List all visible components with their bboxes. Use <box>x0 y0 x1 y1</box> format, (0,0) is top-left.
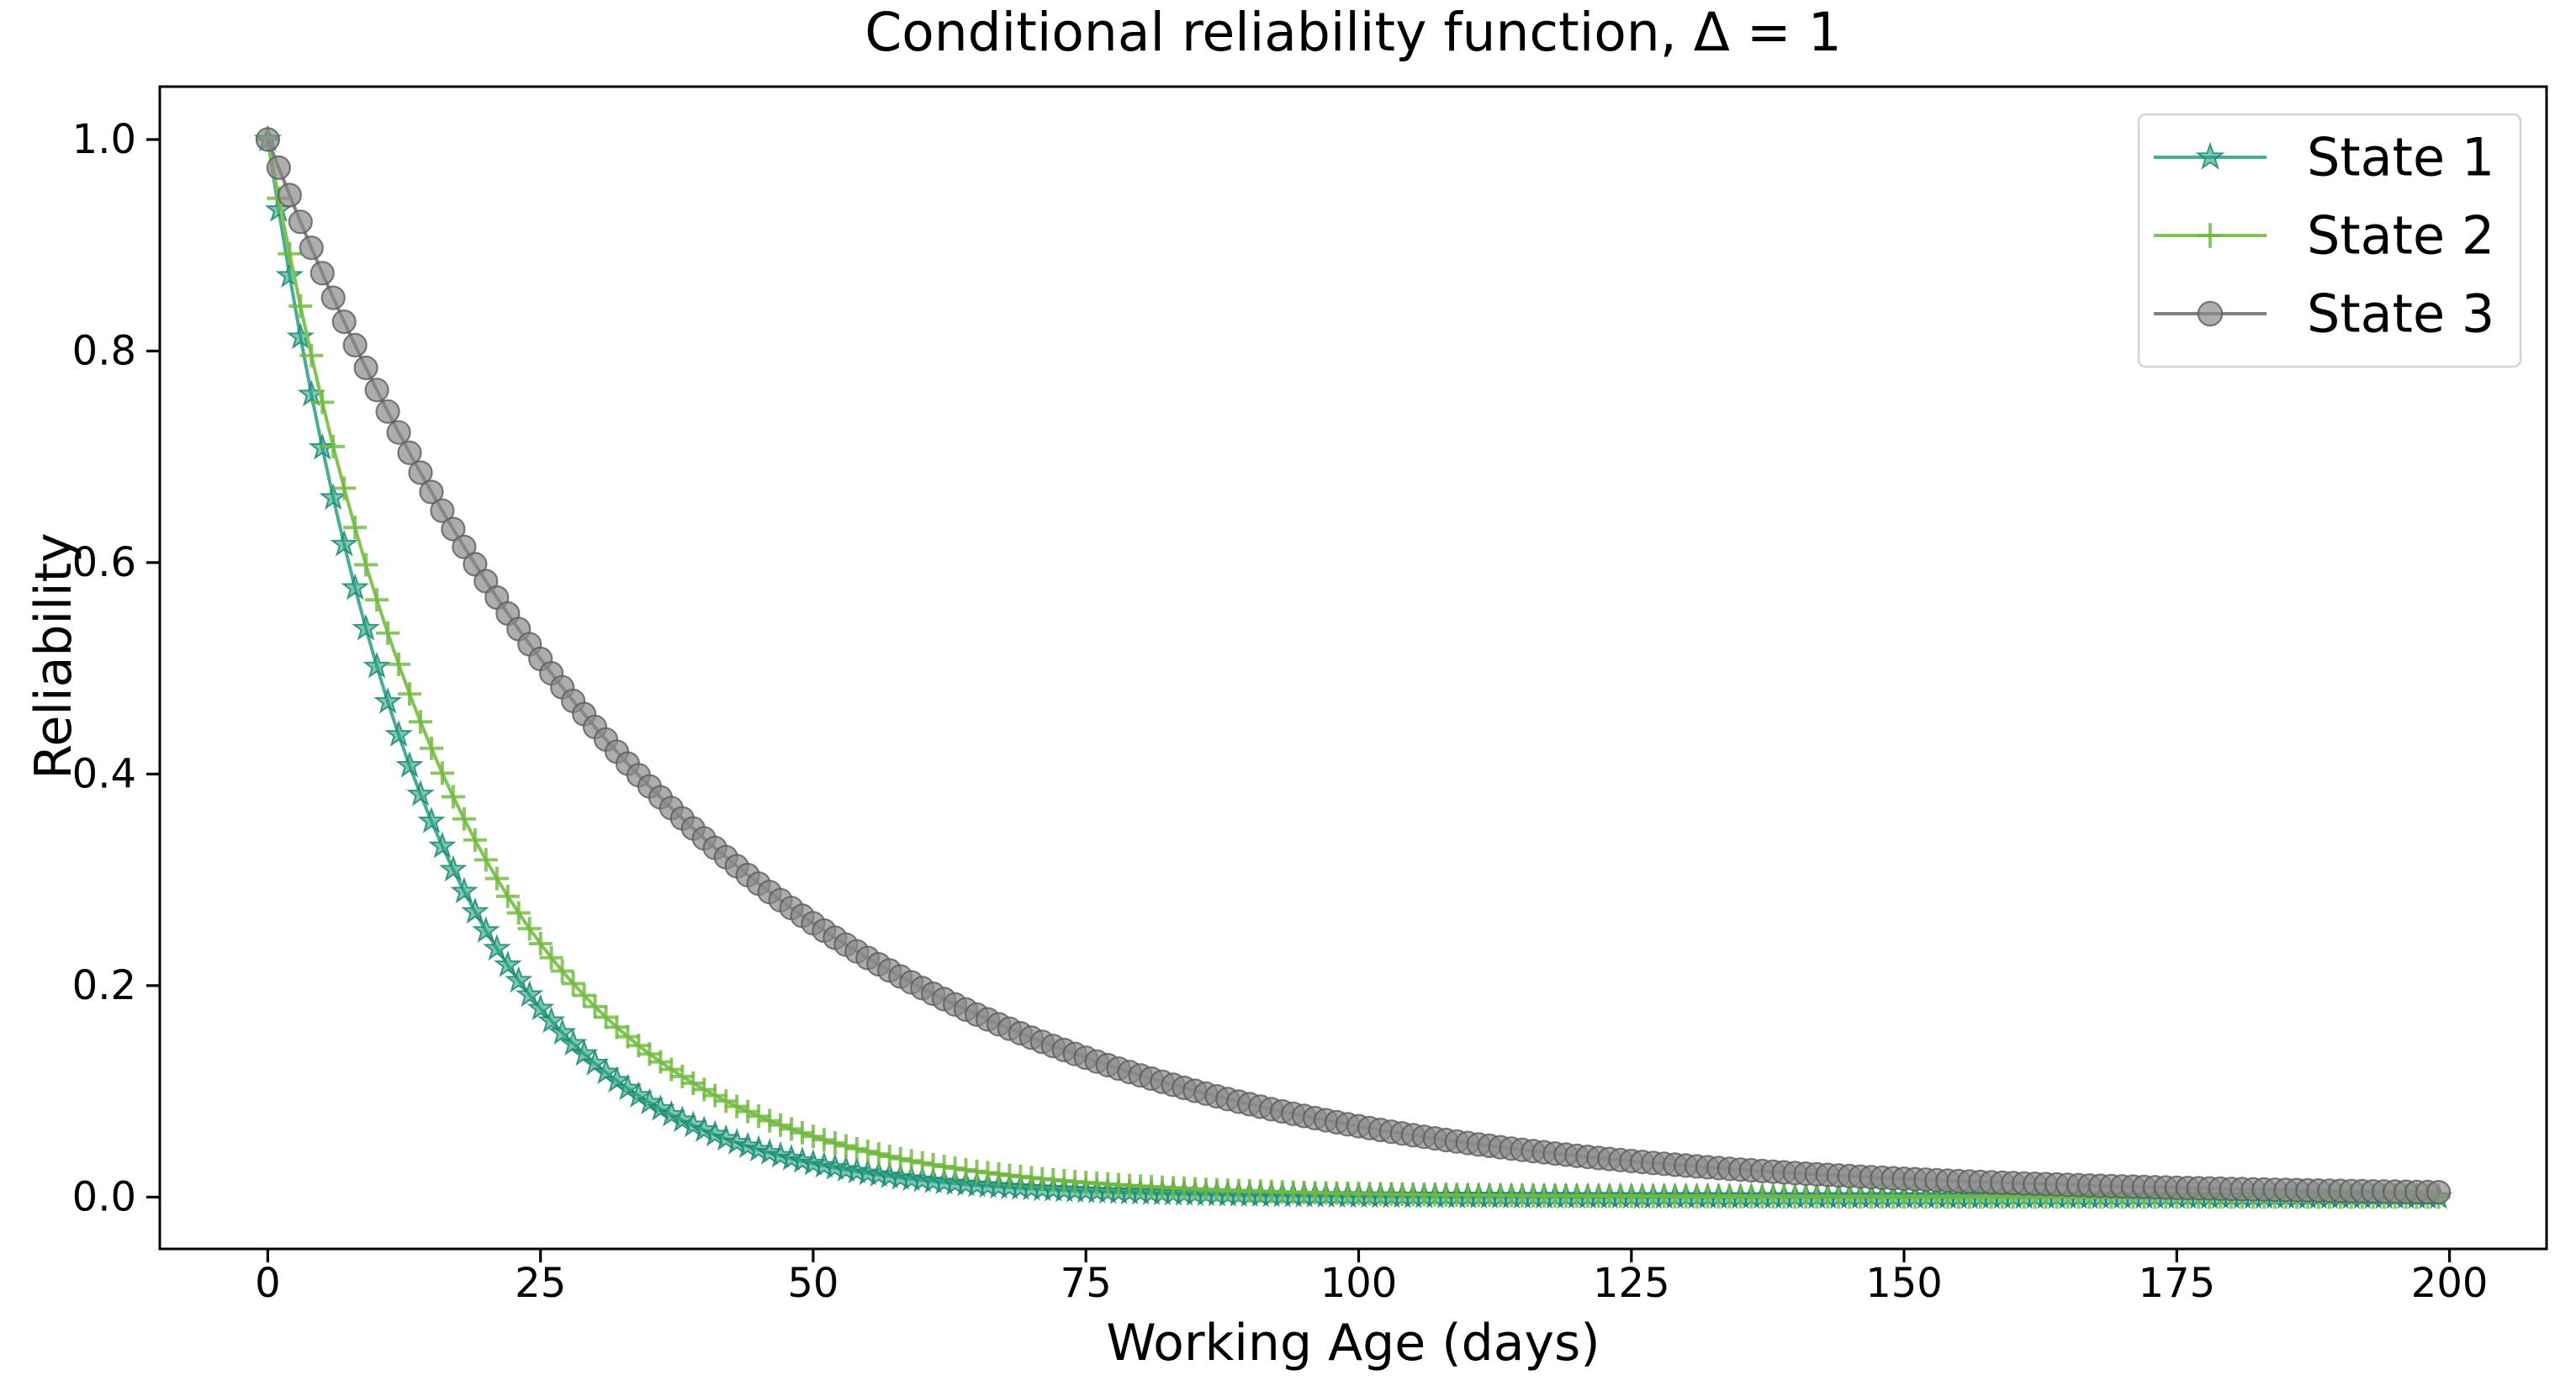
legend-frame <box>2137 113 2522 368</box>
x-tick-label: 0 <box>255 1260 281 1307</box>
y-tick-label: 0.6 <box>72 539 136 586</box>
legend-label: State 3 <box>2307 283 2494 345</box>
x-tick-label: 200 <box>2411 1260 2489 1307</box>
legend-entry-state-2: State 2 <box>2154 205 2494 267</box>
circle-icon <box>2197 300 2224 327</box>
star-icon <box>2195 141 2225 170</box>
legend-label: State 2 <box>2307 205 2494 267</box>
x-tick-label: 100 <box>1320 1260 1398 1307</box>
plot-area-border <box>158 85 2548 1251</box>
series-layer <box>253 124 2453 1209</box>
plus-icon <box>2198 223 2223 248</box>
series-line <box>266 139 2439 1194</box>
y-tick-label: 0.0 <box>72 1173 136 1220</box>
series-state-1 <box>253 124 2453 1209</box>
axis-ticks: 0 25 50 75 100 125 150 175 200 0.0 0.2 0.4 0.6 0.8 1.0 <box>72 116 2489 1307</box>
x-tick-label: 175 <box>2138 1260 2215 1307</box>
series-line <box>266 139 2439 1199</box>
x-tick-label: 75 <box>1061 1260 1112 1307</box>
y-tick-label: 1.0 <box>72 116 136 163</box>
legend-entry-state-1: State 1 <box>2154 127 2494 188</box>
series-line <box>266 139 2439 1199</box>
legend-label: State 1 <box>2307 127 2494 188</box>
x-tick-label: 125 <box>1593 1260 1670 1307</box>
x-tick-label: 50 <box>787 1260 838 1307</box>
series-state-3 <box>255 127 2452 1205</box>
y-tick-label: 0.4 <box>72 750 136 797</box>
chart-title: Conditional reliability function, Δ = 1 <box>865 2 1842 63</box>
legend: State 1 State 2 State 3 <box>2137 113 2522 368</box>
x-axis-label: Working Age (days) <box>1106 1314 1600 1373</box>
y-tick-label: 0.2 <box>72 962 136 1009</box>
series-markers <box>253 124 2453 1209</box>
y-axis-label: Reliability <box>24 532 83 779</box>
legend-entry-state-3: State 3 <box>2154 283 2494 345</box>
x-tick-label: 25 <box>515 1260 566 1307</box>
y-tick-label: 0.8 <box>72 327 136 374</box>
series-markers <box>255 127 2452 1205</box>
x-tick-label: 150 <box>1865 1260 1943 1307</box>
